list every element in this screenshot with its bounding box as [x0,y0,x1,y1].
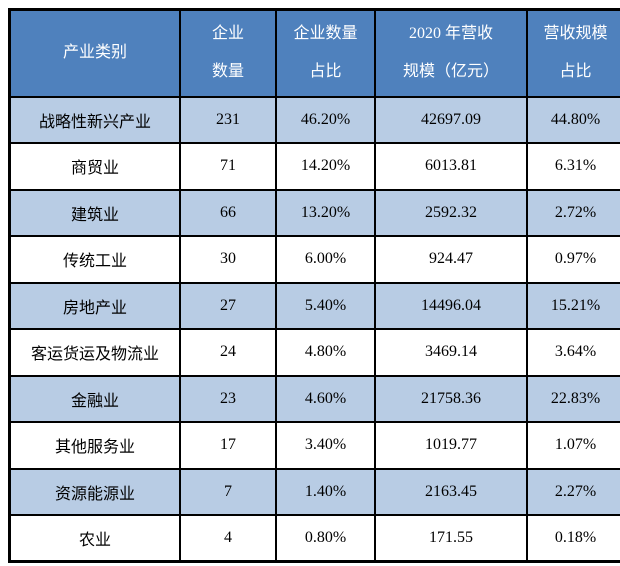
cell-enterprise-count-share: 14.20% [275,142,376,191]
cell-revenue-share: 1.07% [526,421,620,470]
cell-enterprise-count: 66 [179,188,277,237]
table-row: 传统工业 30 6.00% 924.47 0.97% [8,235,620,284]
cell-revenue-2020: 14496.04 [374,281,528,330]
table-body: 战略性新兴产业 231 46.20% 42697.09 44.80% 商贸业 71 14.20… [8,95,620,563]
cell-enterprise-count: 27 [179,281,277,330]
cell-revenue-2020: 2592.32 [374,188,528,237]
header-row: 产业类别 企业 数量 企业数量 占比 2020 年营收 规模（亿元） 营收规模 占比 [8,8,620,98]
column-header-category: 产业类别 [8,8,181,98]
cell-revenue-share: 22.83% [526,374,620,423]
cell-enterprise-count: 17 [179,421,277,470]
column-header-line: 占比 [309,63,342,81]
cell-enterprise-count-share: 4.80% [275,328,376,377]
cell-enterprise-count-share: 3.40% [275,421,376,470]
cell-revenue-2020: 6013.81 [374,142,528,191]
cell-enterprise-count: 231 [179,95,277,144]
cell-enterprise-count-share: 1.40% [275,467,376,516]
table-row: 客运货运及物流业 24 4.80% 3469.14 3.64% [8,328,620,377]
cell-enterprise-count-share: 46.20% [275,95,376,144]
cell-revenue-share: 15.21% [526,281,620,330]
cell-enterprise-count-share: 13.20% [275,188,376,237]
column-header-enterprise-count-share: 企业数量 占比 [275,8,376,98]
cell-revenue-2020: 42697.09 [374,95,528,144]
cell-enterprise-count-share: 6.00% [275,235,376,284]
table-row: 战略性新兴产业 231 46.20% 42697.09 44.80% [8,95,620,144]
cell-category: 商贸业 [8,142,181,191]
cell-category: 其他服务业 [8,421,181,470]
column-header-line: 数量 [211,63,244,81]
table-row: 其他服务业 17 3.40% 1019.77 1.07% [8,421,620,470]
column-header-line: 2020 年营收 [408,25,493,43]
cell-category: 战略性新兴产业 [8,95,181,144]
cell-revenue-share: 6.31% [526,142,620,191]
cell-revenue-2020: 2163.45 [374,467,528,516]
cell-revenue-2020: 21758.36 [374,374,528,423]
cell-revenue-share: 3.64% [526,328,620,377]
cell-revenue-2020: 171.55 [374,514,528,563]
cell-revenue-share: 0.18% [526,514,620,563]
industry-table: 产业类别 企业 数量 企业数量 占比 2020 年营收 规模（亿元） 营收规模 占比 战略性新兴… [8,8,620,563]
cell-revenue-share: 2.27% [526,467,620,516]
cell-enterprise-count: 7 [179,467,277,516]
cell-enterprise-count: 23 [179,374,277,423]
table-row: 农业 4 0.80% 171.55 0.18% [8,514,620,563]
column-header-revenue-share: 营收规模 占比 [526,8,620,98]
cell-category: 建筑业 [8,188,181,237]
table-header: 产业类别 企业 数量 企业数量 占比 2020 年营收 规模（亿元） 营收规模 占比 [8,8,620,98]
column-header-line: 营收规模 [543,25,608,43]
cell-category: 客运货运及物流业 [8,328,181,377]
column-header-line: 占比 [559,63,592,81]
cell-category: 传统工业 [8,235,181,284]
cell-enterprise-count-share: 5.40% [275,281,376,330]
table-row: 建筑业 66 13.20% 2592.32 2.72% [8,188,620,237]
cell-revenue-share: 2.72% [526,188,620,237]
cell-enterprise-count: 71 [179,142,277,191]
cell-enterprise-count-share: 0.80% [275,514,376,563]
cell-enterprise-count: 30 [179,235,277,284]
cell-enterprise-count: 24 [179,328,277,377]
cell-revenue-share: 0.97% [526,235,620,284]
cell-enterprise-count-share: 4.60% [275,374,376,423]
column-header-line: 规模（亿元） [402,63,499,81]
table-row: 房地产业 27 5.40% 14496.04 15.21% [8,281,620,330]
cell-revenue-2020: 1019.77 [374,421,528,470]
column-header-line: 企业 [211,25,244,43]
cell-revenue-share: 44.80% [526,95,620,144]
cell-category: 金融业 [8,374,181,423]
cell-revenue-2020: 924.47 [374,235,528,284]
column-header-line: 企业数量 [293,25,358,43]
table-row: 资源能源业 7 1.40% 2163.45 2.27% [8,467,620,516]
column-header-revenue-2020: 2020 年营收 规模（亿元） [374,8,528,98]
column-header-enterprise-count: 企业 数量 [179,8,277,98]
cell-category: 农业 [8,514,181,563]
table-row: 金融业 23 4.60% 21758.36 22.83% [8,374,620,423]
cell-enterprise-count: 4 [179,514,277,563]
table-row: 商贸业 71 14.20% 6013.81 6.31% [8,142,620,191]
cell-category: 房地产业 [8,281,181,330]
cell-category: 资源能源业 [8,467,181,516]
cell-revenue-2020: 3469.14 [374,328,528,377]
column-header-line: 产业类别 [62,44,127,62]
